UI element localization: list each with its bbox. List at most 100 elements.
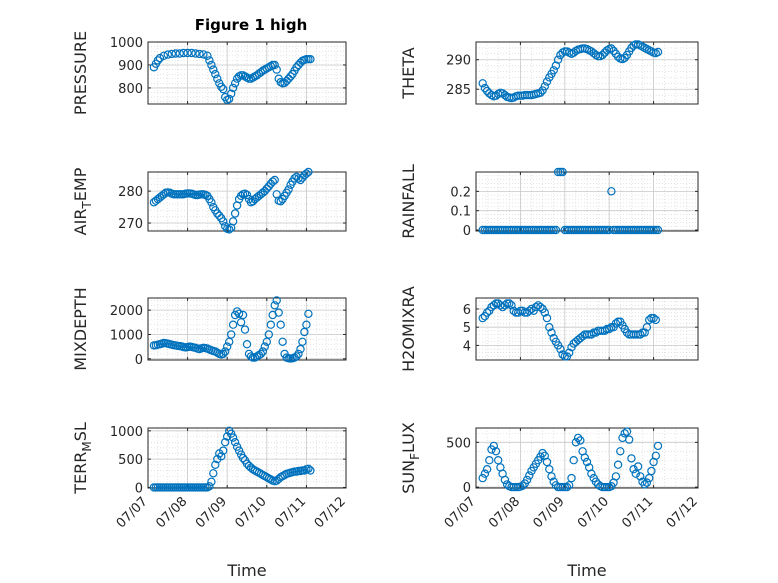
data-point bbox=[224, 337, 234, 346]
data-point bbox=[270, 301, 279, 310]
y-tick-label: 6 bbox=[463, 303, 471, 318]
axes-box bbox=[147, 171, 347, 232]
data-point bbox=[558, 167, 567, 177]
y-tick-label: 270 bbox=[118, 217, 143, 232]
data-point bbox=[226, 89, 236, 98]
data-point bbox=[625, 330, 634, 339]
data-point bbox=[163, 50, 172, 59]
data-point bbox=[276, 197, 285, 206]
y-axis-label: THETA bbox=[399, 47, 418, 99]
data-point bbox=[569, 48, 578, 57]
data-point bbox=[205, 482, 214, 491]
y-tick-label: 4 bbox=[463, 339, 471, 354]
data-point bbox=[636, 472, 645, 481]
data-point bbox=[226, 330, 236, 339]
y-axis-label: RAINFALL bbox=[399, 164, 418, 239]
data-point bbox=[636, 330, 645, 339]
data-point bbox=[616, 447, 625, 456]
data-point bbox=[647, 466, 656, 476]
axes-box bbox=[475, 427, 699, 489]
data-point bbox=[215, 211, 224, 220]
data-point bbox=[159, 51, 168, 61]
y-tick-label: 280 bbox=[118, 185, 143, 200]
data-point bbox=[622, 427, 632, 436]
data-point bbox=[268, 177, 277, 186]
data-point bbox=[625, 435, 634, 444]
data-point bbox=[480, 469, 490, 478]
data-point bbox=[569, 456, 578, 465]
data-point bbox=[205, 56, 214, 65]
data-point bbox=[505, 299, 514, 308]
data-point bbox=[576, 436, 585, 445]
axes-box bbox=[147, 427, 347, 489]
y-axis-label-part: TERR bbox=[71, 452, 90, 495]
data-point bbox=[478, 473, 487, 483]
data-point bbox=[551, 225, 561, 235]
data-point bbox=[653, 47, 663, 57]
data-point bbox=[304, 167, 313, 177]
data-point bbox=[627, 454, 636, 463]
data-point bbox=[240, 325, 250, 334]
y-axis-label-subscript: M bbox=[80, 441, 94, 451]
subplot-mixdepth: 0 1000 2000 MIXDEPTH bbox=[71, 287, 347, 371]
data-point bbox=[171, 49, 180, 58]
data-point bbox=[302, 320, 311, 329]
y-tick-label: 1000 bbox=[110, 425, 143, 440]
data-point bbox=[547, 225, 556, 235]
data-point bbox=[222, 342, 232, 351]
y-axis-label-part: AIR bbox=[71, 209, 90, 236]
data-point bbox=[248, 73, 258, 82]
data-point bbox=[647, 313, 656, 323]
data-point bbox=[556, 482, 565, 492]
data-point bbox=[545, 465, 554, 474]
data-point bbox=[522, 475, 532, 485]
data-point bbox=[258, 347, 267, 356]
data-point bbox=[607, 44, 616, 53]
y-axis-label: TERRMSL bbox=[71, 422, 94, 495]
data-point bbox=[209, 469, 218, 478]
data-point bbox=[629, 465, 638, 474]
data-point bbox=[211, 69, 220, 79]
data-point bbox=[260, 342, 269, 351]
data-point bbox=[491, 447, 501, 456]
data-point bbox=[183, 48, 192, 58]
data-point bbox=[542, 77, 552, 86]
data-point bbox=[567, 225, 576, 235]
data-point bbox=[511, 225, 521, 235]
y-axis-label: MIXDEPTH bbox=[71, 287, 90, 370]
data-point bbox=[549, 225, 558, 235]
data-point bbox=[209, 65, 218, 74]
data-point bbox=[556, 344, 565, 354]
data-point bbox=[525, 471, 534, 480]
data-point bbox=[540, 308, 550, 317]
y-tick-label: 500 bbox=[118, 453, 143, 468]
y-tick-label: 0 bbox=[135, 481, 143, 496]
data-point bbox=[562, 482, 572, 492]
subplot-rainfall: 0 0.1 0.2 RAINFALL bbox=[399, 164, 699, 239]
data-point bbox=[611, 225, 621, 235]
subplot-h2omixra: 4 5 6 H2OMIXRA bbox=[399, 286, 699, 372]
data-point bbox=[602, 482, 612, 492]
data-point bbox=[234, 446, 244, 455]
y-axis-label: PRESSURE bbox=[71, 31, 90, 115]
data-point bbox=[228, 83, 238, 93]
data-point bbox=[276, 320, 285, 329]
data-point bbox=[600, 326, 610, 335]
y-axis-label-part: EMP bbox=[71, 167, 90, 201]
data-point bbox=[207, 198, 216, 207]
data-point bbox=[264, 330, 273, 339]
data-point bbox=[213, 348, 222, 357]
data-point bbox=[290, 174, 299, 183]
y-axis-label-subscript: T bbox=[80, 201, 94, 210]
data-point bbox=[545, 323, 554, 332]
data-point bbox=[589, 225, 598, 235]
x-axis-label: Time bbox=[226, 561, 266, 580]
data-point bbox=[514, 225, 523, 235]
data-point bbox=[286, 72, 295, 81]
data-point bbox=[230, 79, 240, 88]
data-point bbox=[240, 189, 250, 198]
data-point bbox=[489, 441, 498, 451]
data-point bbox=[598, 50, 607, 60]
data-point bbox=[234, 309, 244, 318]
